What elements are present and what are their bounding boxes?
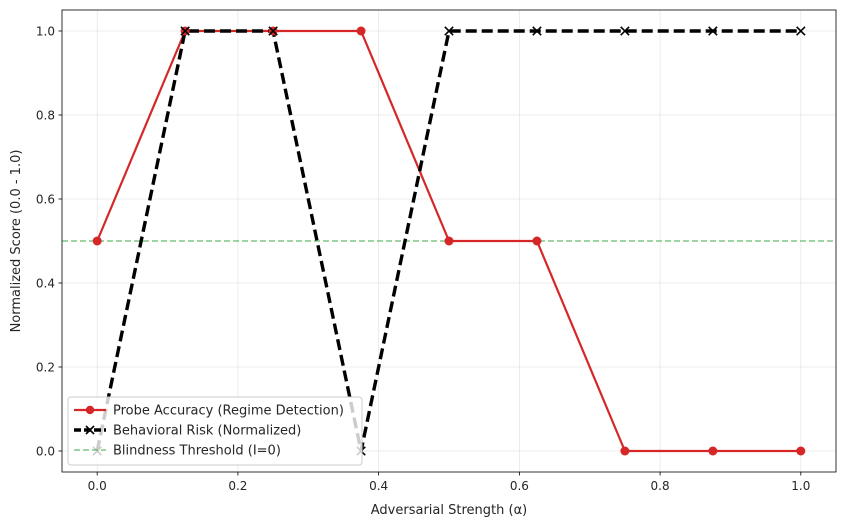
- legend-entry-probe-accuracy: Probe Accuracy (Regime Detection): [74, 404, 344, 419]
- plot-frame: [61, 9, 837, 473]
- legend: Probe Accuracy (Regime Detection) Behavio…: [67, 396, 363, 466]
- legend-entry-blindness-threshold: Blindness Threshold (I=0): [74, 444, 281, 459]
- legend-label: Blindness Threshold (I=0): [113, 444, 281, 459]
- probe-accuracy-point: [796, 446, 806, 456]
- x-tick-label: 0.8: [651, 479, 670, 493]
- behavioral-risk-marker-stroke: [620, 26, 630, 36]
- behavioral-risk-marker-stroke: [708, 26, 718, 36]
- behavioral-risk-point: [532, 26, 542, 36]
- behavioral-risk-marker-stroke: [180, 26, 190, 36]
- x-tick-label: 0.6: [510, 479, 529, 493]
- x-tick-label: 0.2: [228, 479, 247, 493]
- y-tick-label: 0.4: [36, 277, 55, 291]
- behavioral-risk-point: [708, 26, 718, 36]
- y-tick-label: 1.0: [36, 25, 55, 39]
- behavioral-risk-point: [796, 26, 806, 36]
- behavioral-risk-marker-stroke: [268, 26, 278, 36]
- legend-entry-behavioral-risk: Behavioral Risk (Normalized): [74, 424, 301, 439]
- probe-accuracy-point: [444, 236, 454, 246]
- y-tick-label: 0.2: [36, 361, 55, 375]
- x-axis-label: Adversarial Strength (α): [371, 503, 527, 518]
- probe-accuracy-point: [92, 236, 102, 246]
- legend-swatch-marker: [85, 405, 95, 415]
- ticks: 0.0 0.2 0.4 0.6 0.8 1.0 0.0 0.2 0.4 0.6 0.8 1.0: [36, 25, 810, 494]
- x-tick-label: 1.0: [791, 479, 810, 493]
- legend-label: Behavioral Risk (Normalized): [113, 424, 301, 439]
- probe-accuracy-point: [620, 446, 630, 456]
- y-axis-label: Normalized Score (0.0 - 1.0): [9, 150, 24, 333]
- x-tick-label: 0.0: [88, 479, 107, 493]
- behavioral-risk-point: [268, 26, 278, 36]
- behavioral-risk-line: [95, 29, 801, 453]
- behavioral-risk-marker-stroke: [796, 26, 806, 36]
- x-tick-label: 0.4: [369, 479, 388, 493]
- behavioral-risk-point: [444, 26, 454, 36]
- y-tick-label: 0.8: [36, 109, 55, 123]
- behavioral-risk-marker-stroke: [532, 26, 542, 36]
- probe-accuracy-point: [708, 446, 718, 456]
- behavioral-risk-point: [180, 26, 190, 36]
- legend-swatch-marker: [85, 425, 95, 435]
- behavioral-risk-point: [620, 26, 630, 36]
- y-tick-label: 0.6: [36, 193, 55, 207]
- y-tick-label: 0.0: [36, 445, 55, 459]
- legend-label: Probe Accuracy (Regime Detection): [113, 404, 344, 419]
- behavioral-risk-marker-stroke: [444, 26, 454, 36]
- legend-box: [67, 396, 363, 466]
- probe-accuracy-point: [532, 236, 542, 246]
- probe-accuracy-point: [356, 26, 366, 36]
